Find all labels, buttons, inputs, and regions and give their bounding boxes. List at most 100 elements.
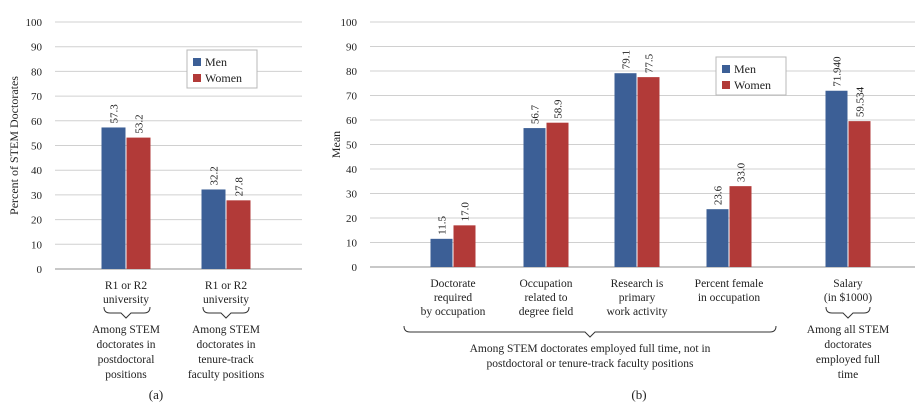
y-tick-label: 90 [346, 42, 358, 54]
category-label-line: Doctorate [430, 278, 475, 290]
data-label-men-2: 79.1 [621, 50, 633, 69]
legend-label-women: Women [205, 71, 242, 85]
data-label-men-0: 57.3 [109, 104, 121, 124]
bar-men-3 [706, 209, 729, 267]
legend-swatch-men [722, 65, 730, 73]
group-note: Among STEM doctorates employed full time… [470, 343, 711, 370]
group-note: Among STEM doctorates in postdoctoral posit… [92, 324, 160, 381]
category-label-line: related to [524, 292, 567, 304]
y-tick-label: 30 [31, 190, 43, 202]
bar-women-2 [637, 77, 660, 267]
group-note-line: postdoctoral or tenure-track faculty pos… [487, 358, 694, 370]
category-label-line: degree field [519, 306, 574, 318]
panel-label: (b) [631, 387, 646, 402]
y-tick-label: 50 [346, 140, 358, 152]
y-axis-label: Mean [329, 131, 343, 158]
group-note-line: tenure-track [198, 354, 254, 366]
bar-women-4 [848, 121, 871, 268]
y-tick-label: 80 [31, 66, 43, 78]
y-tick-label: 60 [346, 115, 358, 127]
bar-men-0 [101, 127, 126, 270]
group-brace [103, 306, 151, 319]
chart-panel-a: 0 10 20 30 40 50 60 70 80 90 100 Percent of STEM Do… [7, 17, 302, 402]
group-note-line: faculty positions [188, 369, 265, 381]
data-label-men-1: 56.7 [530, 104, 542, 124]
y-tick-label: 40 [346, 164, 358, 176]
y-tick-label: 10 [346, 238, 358, 250]
data-label-men-3: 23.6 [713, 185, 725, 205]
category-label-line: (in $1000) [824, 291, 872, 304]
group-note-line: doctorates in [196, 339, 255, 351]
y-tick-label: 60 [31, 116, 43, 128]
bar-men-4 [825, 90, 848, 267]
bar-men-1 [201, 189, 226, 269]
panel-label: (a) [149, 387, 163, 402]
data-label-women-0: 17.0 [460, 202, 472, 222]
y-tick-label: 100 [341, 17, 358, 29]
y-tick-label: 0 [37, 264, 43, 276]
category-label-line: Research is [611, 278, 664, 290]
category-label-line: R1 or R2 [105, 280, 147, 292]
y-tick-label: 100 [26, 17, 43, 29]
legend-swatch-women [722, 81, 730, 89]
category-label-line: in occupation [698, 292, 761, 304]
category-label-line: work activity [607, 306, 668, 318]
y-tick-label: 30 [346, 189, 358, 201]
data-label-women-0: 53.2 [134, 114, 146, 133]
category-label: Research is primary work activity [607, 278, 668, 318]
group-note-line: Among all STEM [807, 324, 889, 336]
bar-men-1 [523, 128, 546, 267]
data-label-women-3: 33.0 [736, 162, 748, 182]
bar-women-1 [226, 200, 251, 269]
bar-men-0 [430, 238, 453, 267]
group-brace [403, 325, 777, 338]
category-label: Doctorate required by occupation [421, 278, 486, 318]
data-label-men-1: 32.2 [209, 166, 221, 185]
legend-label-women: Women [734, 78, 771, 92]
bar-women-3 [729, 186, 752, 267]
category-label-line: primary [619, 292, 656, 304]
category-label: R1 or R2 university [103, 280, 149, 306]
category-label-line: university [203, 294, 249, 306]
bar-women-0 [453, 225, 476, 267]
legend-swatch-men [193, 58, 201, 66]
category-label-line: required [434, 292, 473, 304]
legend-label-men: Men [205, 55, 227, 69]
bar-men-2 [614, 73, 637, 267]
y-tick-label: 0 [352, 262, 358, 274]
category-label-line: Occupation [519, 278, 572, 290]
group-note: Among all STEM doctorates employed full tim… [807, 324, 889, 381]
group-note-line: doctorates [824, 339, 872, 351]
y-tick-label: 10 [31, 239, 43, 251]
group-note-line: doctorates in [96, 339, 155, 351]
category-label: Occupation related to degree field [519, 278, 574, 318]
group-brace [825, 306, 871, 319]
bar-women-1 [546, 122, 569, 267]
y-tick-label: 50 [31, 141, 43, 153]
group-note-line: employed full [816, 354, 880, 366]
data-label-women-1: 58.9 [553, 99, 565, 119]
y-tick-label: 40 [31, 165, 43, 177]
chart-panel-b: 0 10 20 30 40 50 60 70 80 90 100 Mean 11.5 56.7 79.1 23… [329, 17, 915, 402]
y-axis-label: Percent of STEM Doctorates [7, 76, 21, 215]
group-note-line: postdoctoral [98, 354, 155, 366]
group-note: Among STEM doctorates in tenure-track facul… [188, 324, 265, 381]
legend: Men Women [715, 56, 787, 96]
group-note-line: time [838, 369, 858, 381]
bar-women-0 [126, 137, 151, 269]
data-label-women-2: 77.5 [644, 53, 656, 73]
group-note-line: Among STEM doctorates employed full time… [470, 343, 711, 355]
category-label-line: university [103, 294, 149, 306]
y-tick-label: 80 [346, 66, 358, 78]
category-label-line: Percent female [695, 278, 764, 290]
y-tick-label: 70 [31, 91, 43, 103]
category-label: Salary (in $1000) [824, 278, 872, 304]
category-label-line: Salary [833, 278, 863, 290]
group-note-line: Among STEM [192, 324, 260, 336]
group-brace [202, 306, 250, 319]
data-label-men-0: 11.5 [437, 215, 449, 234]
category-label-line: by occupation [421, 306, 486, 318]
y-tick-label: 70 [346, 91, 358, 103]
group-note-line: positions [105, 369, 147, 381]
